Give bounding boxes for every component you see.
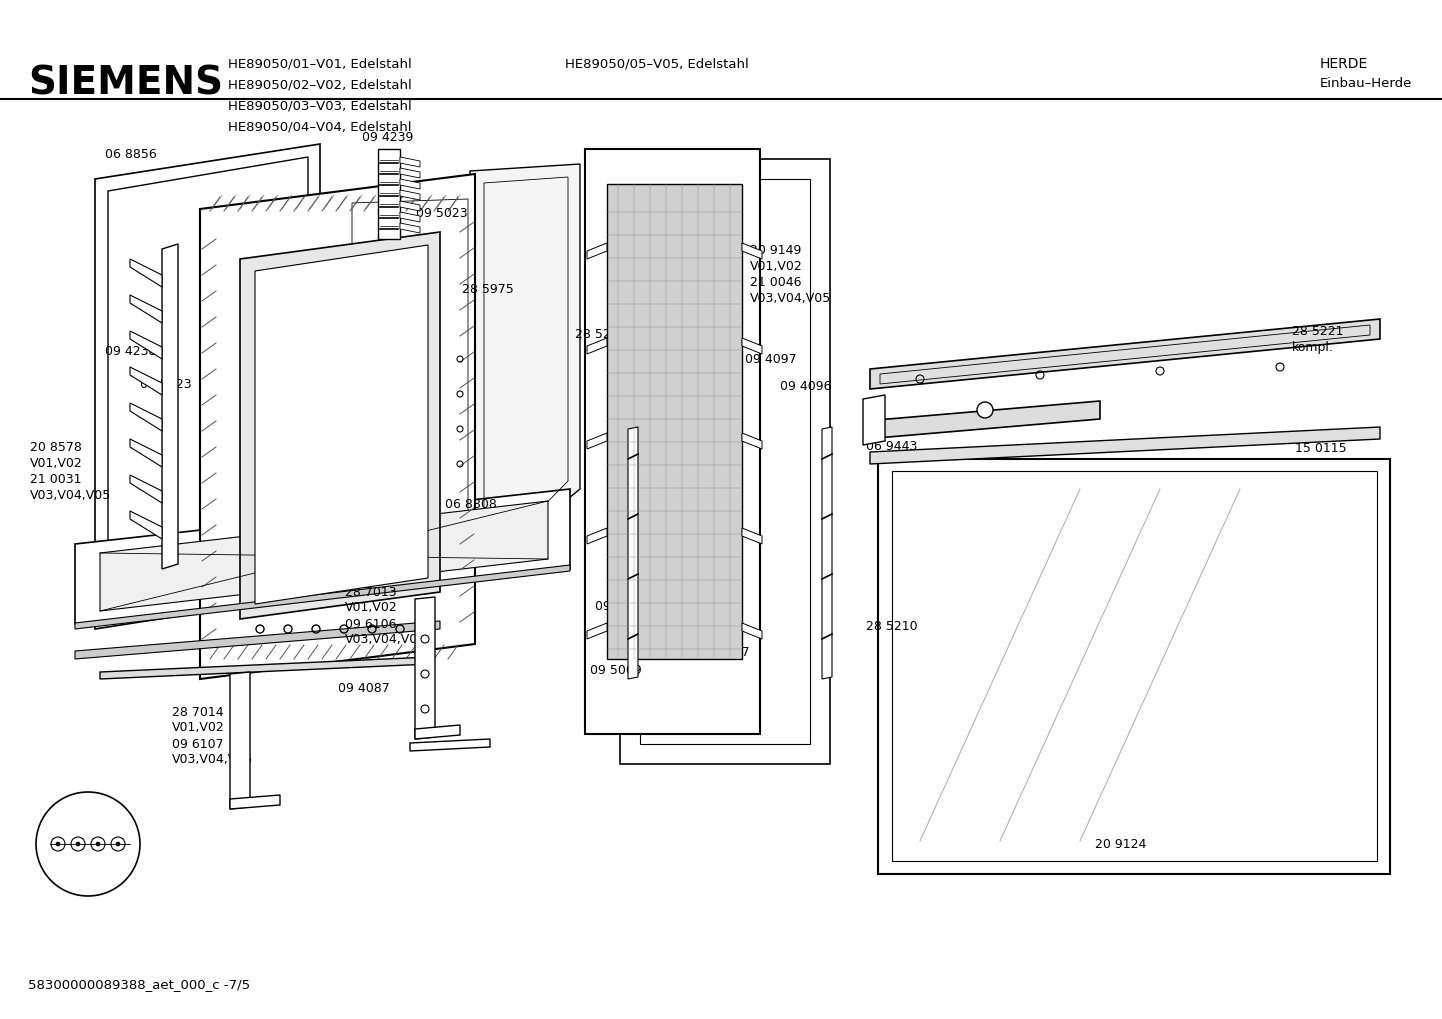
Polygon shape bbox=[399, 157, 420, 167]
Polygon shape bbox=[162, 244, 177, 569]
Text: 06 8856: 06 8856 bbox=[105, 148, 157, 161]
Polygon shape bbox=[130, 403, 162, 431]
Text: 06 8808: 06 8808 bbox=[446, 497, 497, 511]
Circle shape bbox=[56, 842, 61, 846]
Polygon shape bbox=[399, 179, 420, 189]
Text: 20 9124: 20 9124 bbox=[1094, 838, 1146, 851]
Text: 06 8808: 06 8808 bbox=[310, 535, 362, 547]
Polygon shape bbox=[95, 144, 320, 629]
Text: 28 5228: 28 5228 bbox=[575, 327, 627, 340]
Text: 28 5221
kompl.: 28 5221 kompl. bbox=[1292, 324, 1344, 354]
Polygon shape bbox=[130, 439, 162, 467]
Polygon shape bbox=[743, 433, 761, 449]
Circle shape bbox=[36, 792, 140, 896]
Polygon shape bbox=[75, 621, 440, 659]
Polygon shape bbox=[743, 623, 761, 639]
Polygon shape bbox=[255, 245, 428, 604]
Text: 09 4097: 09 4097 bbox=[746, 353, 796, 366]
Text: 09 4096: 09 4096 bbox=[780, 379, 832, 392]
Polygon shape bbox=[239, 232, 440, 619]
Polygon shape bbox=[75, 489, 570, 624]
Polygon shape bbox=[587, 528, 607, 544]
Polygon shape bbox=[865, 401, 1100, 439]
Polygon shape bbox=[399, 201, 420, 211]
Polygon shape bbox=[99, 657, 430, 679]
Polygon shape bbox=[378, 149, 399, 239]
Text: HE89050/05–V05, Edelstahl: HE89050/05–V05, Edelstahl bbox=[565, 57, 748, 70]
Polygon shape bbox=[399, 223, 420, 233]
Polygon shape bbox=[585, 149, 760, 734]
Text: 20 8578
V01,V02
21 0031
V03,V04,V05: 20 8578 V01,V02 21 0031 V03,V04,V05 bbox=[30, 440, 111, 501]
Text: HE89050/04–V04, Edelstahl: HE89050/04–V04, Edelstahl bbox=[228, 120, 411, 133]
Polygon shape bbox=[99, 501, 548, 611]
Text: 15 0115: 15 0115 bbox=[1295, 441, 1347, 454]
Polygon shape bbox=[231, 672, 249, 809]
Text: Einbau–Herde: Einbau–Herde bbox=[1319, 77, 1412, 90]
Polygon shape bbox=[130, 294, 162, 323]
Circle shape bbox=[978, 403, 994, 418]
Text: 58300000089388_aet_000_c -7/5: 58300000089388_aet_000_c -7/5 bbox=[27, 978, 249, 991]
Polygon shape bbox=[130, 475, 162, 503]
Polygon shape bbox=[410, 739, 490, 751]
Polygon shape bbox=[587, 433, 607, 449]
Polygon shape bbox=[231, 795, 280, 809]
Polygon shape bbox=[470, 164, 580, 579]
Text: 28 7013
V01,V02
09 6106
V03,V04,V05: 28 7013 V01,V02 09 6106 V03,V04,V05 bbox=[345, 586, 427, 646]
Polygon shape bbox=[870, 319, 1380, 389]
Polygon shape bbox=[200, 174, 474, 679]
Polygon shape bbox=[587, 623, 607, 639]
Text: 09 5009: 09 5009 bbox=[590, 664, 642, 678]
Text: 09 4238: 09 4238 bbox=[105, 344, 157, 358]
Text: 09 4096: 09 4096 bbox=[596, 600, 646, 613]
Polygon shape bbox=[130, 331, 162, 359]
Text: HE89050/02–V02, Edelstahl: HE89050/02–V02, Edelstahl bbox=[228, 78, 412, 91]
Text: 06 9443: 06 9443 bbox=[867, 439, 917, 452]
Circle shape bbox=[115, 842, 120, 846]
Text: 20 9149
V01,V02
21 0046
V03,V04,V05: 20 9149 V01,V02 21 0046 V03,V04,V05 bbox=[750, 244, 831, 305]
Polygon shape bbox=[862, 395, 885, 445]
Circle shape bbox=[76, 842, 79, 846]
Polygon shape bbox=[130, 259, 162, 287]
Polygon shape bbox=[399, 212, 420, 222]
Polygon shape bbox=[587, 243, 607, 259]
Polygon shape bbox=[399, 190, 420, 200]
Text: 09 4087: 09 4087 bbox=[337, 683, 389, 696]
Polygon shape bbox=[743, 528, 761, 544]
Polygon shape bbox=[415, 597, 435, 739]
Text: 06 8854: 06 8854 bbox=[335, 389, 386, 403]
Text: 28 5975: 28 5975 bbox=[461, 282, 513, 296]
Polygon shape bbox=[415, 725, 460, 739]
Polygon shape bbox=[607, 184, 743, 659]
Polygon shape bbox=[130, 511, 162, 539]
Polygon shape bbox=[743, 338, 761, 354]
Text: HE89050/03–V03, Edelstahl: HE89050/03–V03, Edelstahl bbox=[228, 99, 412, 112]
Polygon shape bbox=[399, 168, 420, 178]
Polygon shape bbox=[130, 367, 162, 395]
Text: 28 4938: 28 4938 bbox=[609, 631, 659, 644]
Polygon shape bbox=[870, 427, 1380, 464]
Polygon shape bbox=[587, 338, 607, 354]
Text: SIEMENS: SIEMENS bbox=[27, 64, 224, 102]
Text: HERDE: HERDE bbox=[1319, 57, 1368, 71]
Circle shape bbox=[97, 842, 99, 846]
Text: 09 5023: 09 5023 bbox=[415, 207, 467, 219]
Polygon shape bbox=[878, 459, 1390, 874]
Text: 09 5023: 09 5023 bbox=[140, 377, 192, 390]
Polygon shape bbox=[629, 427, 637, 679]
Polygon shape bbox=[340, 187, 480, 559]
Text: 28 7014
V01,V02
09 6107
V03,V04,V05: 28 7014 V01,V02 09 6107 V03,V04,V05 bbox=[172, 705, 254, 766]
Text: 09 4097: 09 4097 bbox=[698, 645, 750, 658]
Text: HE89050/01–V01, Edelstahl: HE89050/01–V01, Edelstahl bbox=[228, 57, 412, 70]
Text: 09 4239: 09 4239 bbox=[362, 130, 414, 144]
Polygon shape bbox=[822, 427, 832, 679]
Polygon shape bbox=[743, 243, 761, 259]
Polygon shape bbox=[75, 565, 570, 629]
Text: 28 5210: 28 5210 bbox=[867, 620, 917, 633]
